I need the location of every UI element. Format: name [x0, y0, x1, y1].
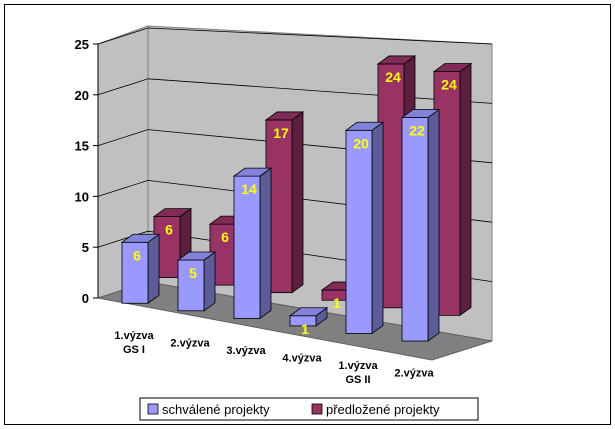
y-tick-label: 5 — [82, 240, 89, 255]
bar-6-schvalene-data-label: 22 — [409, 123, 425, 139]
x-category-label: 3.výzva — [226, 345, 266, 357]
bar-3-predlozene-side — [291, 111, 304, 294]
x-axis-labels: 1.výzva GS I 2.výzva 3.výzva 4.výzva 1.výzva G… — [114, 330, 434, 386]
bar-5-schvalene: 20 — [344, 121, 385, 335]
bar-4-schvalene-top — [288, 307, 329, 317]
x-category-label: 2.výzva — [394, 368, 434, 380]
bar-3-predlozene-top — [264, 111, 305, 121]
y-tick-label: 25 — [75, 37, 89, 52]
legend: schválené projekty předložené projekty — [139, 397, 479, 421]
gridline — [97, 27, 493, 45]
bar-6-predlozene-data-label: 24 — [441, 77, 457, 93]
y-tick-label: 15 — [75, 139, 89, 154]
bar-5-predlozene-data-label: 24 — [385, 69, 401, 85]
bar-6-predlozene-top — [432, 63, 473, 72]
bar-1-schvalene-front — [121, 241, 149, 304]
y-axis-ticks: 0 5 10 15 20 25 — [75, 37, 99, 306]
y-tick-label: 20 — [75, 88, 89, 103]
bar-5-schvalene-front — [345, 129, 373, 334]
bar-2-schvalene: 5 — [176, 251, 217, 312]
y-tick-label: 10 — [75, 189, 89, 204]
bar-2-schvalene-top — [176, 251, 217, 261]
x-category-label: 2.výzva — [170, 337, 210, 349]
bar-3-predlozene-data-label: 17 — [273, 125, 289, 141]
legend-box — [139, 397, 479, 421]
x-category-label: 4.výzva — [282, 353, 322, 365]
bar-5-schvalene-data-label: 20 — [353, 135, 369, 151]
bar-1-schvalene-data-label: 6 — [133, 247, 141, 263]
bar-6-predlozene: 24 — [432, 62, 473, 317]
bar-5-predlozene-top — [376, 55, 417, 65]
x-category-label: 1.výzva GS I — [114, 330, 154, 356]
bar-1-predlozene-top — [152, 208, 193, 218]
bar-2-schvalene-data-label: 5 — [189, 265, 197, 281]
bar-2-schvalene-side — [203, 251, 216, 312]
bar-6-schvalene-side — [427, 108, 440, 342]
bar-3-schvalene-side — [259, 167, 272, 320]
bar-2-schvalene-front — [177, 259, 205, 312]
x-category-label: 1.výzva GS II — [338, 360, 378, 386]
bar-1-schvalene-top — [120, 233, 161, 243]
bar-5-schvalene-side — [371, 121, 384, 335]
bar-4-schvalene-data-label: 1 — [301, 321, 309, 337]
bar-3-schvalene-data-label: 14 — [241, 181, 257, 197]
gridline — [97, 78, 493, 104]
chart-bars: 6 6 17 1 24 24 6 5 14 1 20 22 — [120, 55, 473, 342]
bar-2-predlozene-data-label: 6 — [221, 229, 229, 245]
bar-4-predlozene-data-label: 1 — [333, 295, 341, 311]
legend-swatch — [311, 403, 323, 415]
bar-6-schvalene: 22 — [400, 108, 441, 342]
bar-1-schvalene: 6 — [120, 233, 161, 305]
legend-label: schválené projekty — [162, 402, 270, 417]
bar-4-schvalene: 1 — [288, 306, 329, 337]
bar-3-schvalene: 14 — [232, 167, 273, 320]
bar-5-schvalene-top — [344, 121, 385, 131]
bar-6-predlozene-side — [459, 62, 472, 317]
bar-3-schvalene-top — [232, 167, 273, 177]
bar-1-schvalene-side — [147, 233, 160, 305]
y-tick-label: 0 — [82, 291, 89, 306]
bar-1-predlozene-data-label: 6 — [165, 222, 173, 238]
bar-6-schvalene-front — [401, 117, 429, 342]
legend-swatch — [147, 403, 159, 415]
bar-3-predlozene: 17 — [264, 111, 305, 294]
bar-3-schvalene-front — [233, 175, 261, 319]
bar-6-schvalene-top — [400, 109, 441, 118]
legend-label: předložené projekty — [326, 402, 440, 417]
